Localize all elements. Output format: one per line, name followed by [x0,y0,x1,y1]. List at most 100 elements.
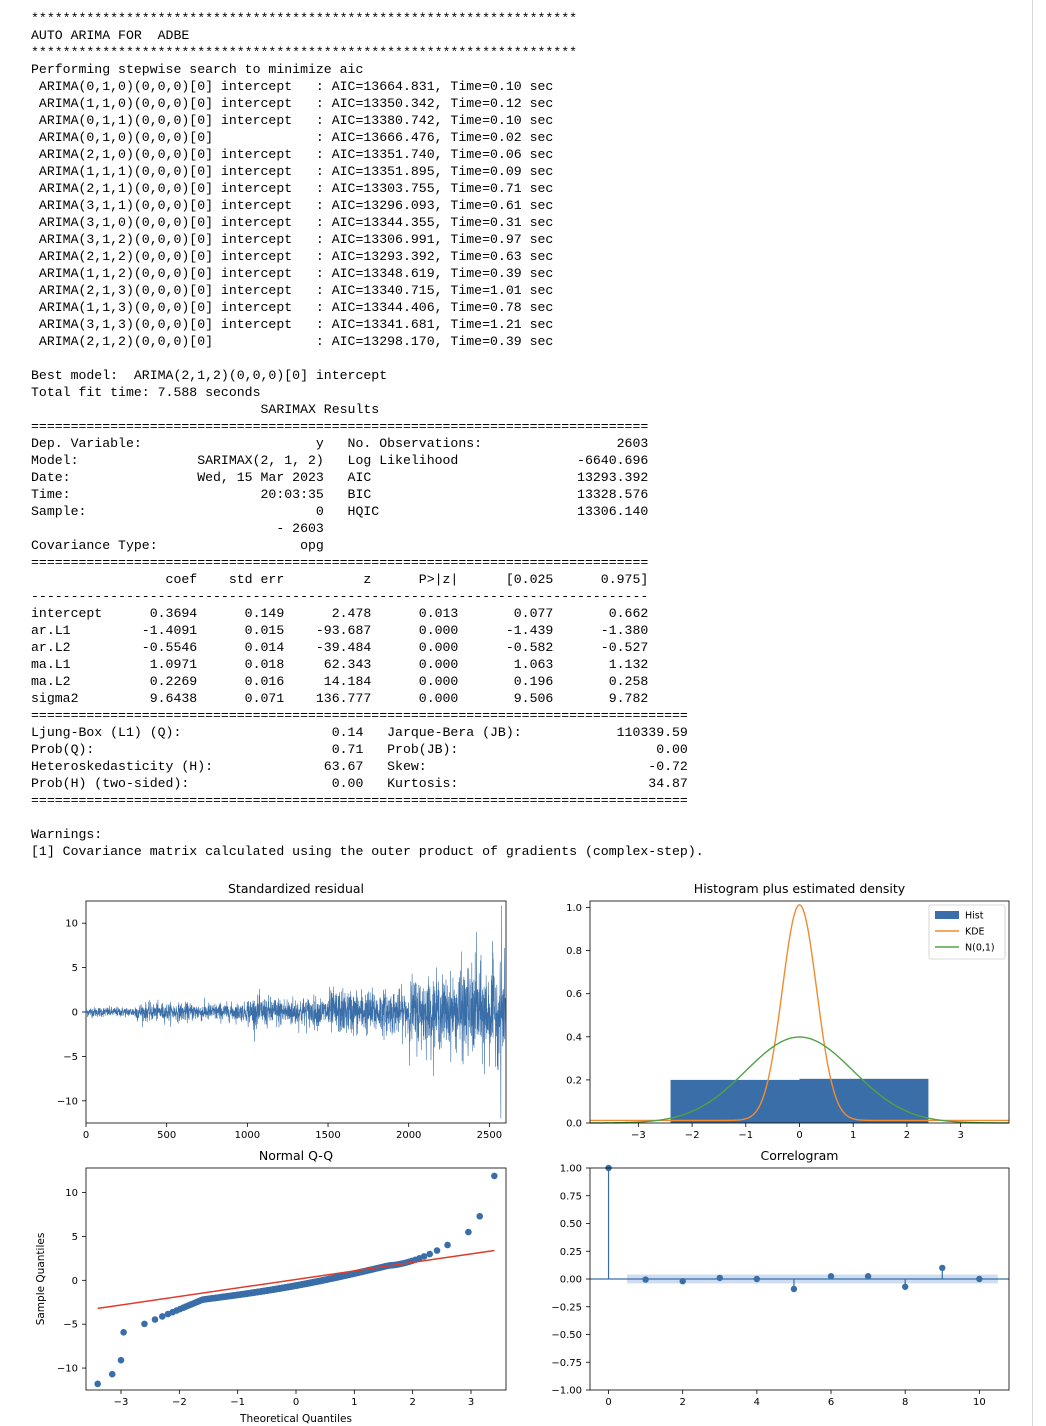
qq-point [323,1276,331,1283]
qq-point [250,1289,258,1296]
qq-point [412,1256,419,1264]
qq-point [324,1276,331,1283]
x-tick-label: 4 [754,1397,760,1408]
qq-point [292,1282,300,1289]
qq-point [266,1286,274,1294]
qq-point [426,1250,434,1258]
qq-point [288,1283,295,1290]
summary-line: Date: Wed, 15 Mar 2023 AIC 13293.392 [31,470,649,485]
acf-point [827,1273,835,1280]
qq-point [259,1287,267,1295]
qq-point [220,1293,228,1301]
qq-point [280,1284,288,1292]
acf-point [605,1164,612,1172]
stepwise-line: ARIMA(1,1,0)(0,0,0)[0] intercept : AIC=1… [31,96,554,111]
qq-point [319,1277,327,1284]
x-tick-label: −1 [230,1397,245,1408]
qq-point [203,1295,211,1303]
qq-point [356,1268,364,1276]
qq-point [289,1282,297,1290]
stepwise-line: ARIMA(2,1,2)(0,0,0)[0] intercept : AIC=1… [31,249,554,264]
qq-point [352,1270,359,1277]
qq-point [289,1282,296,1290]
qq-point [333,1274,341,1281]
qq-point [279,1284,287,1292]
histogram-bar [799,1078,929,1123]
qq-point [349,1270,357,1278]
qq-point [325,1275,333,1283]
qq-point [444,1241,451,1249]
qq-point [374,1264,382,1272]
y-tick-label: 5 [72,1232,78,1243]
scrollbar[interactable] [1032,0,1033,1426]
qq-point [141,1320,148,1328]
y-tick-label: 0 [72,1008,78,1019]
y-tick-label: −10 [57,1096,78,1107]
header-rule: ****************************************… [31,45,578,60]
x-tick-label: 0 [83,1130,89,1141]
qq-point [317,1277,325,1284]
qq-point [238,1291,246,1298]
qq-point [326,1275,334,1283]
x-tick-label: 0 [293,1397,299,1408]
stepwise-line: ARIMA(2,1,0)(0,0,0)[0] intercept : AIC=1… [31,147,554,162]
qq-point [233,1291,240,1299]
qq-point [281,1284,289,1291]
qq-point [369,1266,376,1273]
x-tick-label: 6 [828,1397,834,1408]
qq-point [305,1279,313,1287]
y-tick-label: 0.25 [560,1247,582,1258]
qq-point [241,1290,248,1298]
coef-header: coef std err z P>|z| [0.025 0.975] [31,572,649,587]
qq-point [291,1282,298,1290]
qq-point [376,1264,383,1272]
qq-point [491,1172,498,1180]
qq-point [302,1280,310,1288]
qq-point [389,1261,397,1269]
axes-frame [589,1167,1010,1391]
qq-point [266,1286,274,1294]
qq-point [304,1279,312,1287]
qq-point [299,1280,307,1288]
qq-point [348,1270,355,1278]
x-tick-label: −3 [114,1397,129,1408]
qq-point [286,1283,294,1290]
qq-point [227,1292,235,1300]
chart-title: Standardized residual [228,881,364,896]
qq-point [237,1291,245,1298]
qq-point [476,1212,484,1220]
qq-point [278,1284,285,1292]
acf-point [642,1276,649,1283]
x-tick-label: 0 [796,1130,802,1141]
qq-point [382,1262,390,1270]
qq-point [197,1297,205,1304]
acf-point [901,1283,909,1290]
qq-point [332,1274,340,1281]
qq-point [278,1284,286,1292]
qq-point [301,1280,308,1288]
qq-point [179,1304,187,1312]
rule-double-wide: ========================================… [31,708,688,723]
qq-point [237,1291,244,1298]
qq-point [258,1288,266,1295]
kde-line [590,904,1009,1122]
qq-point [332,1274,339,1281]
qq-point [239,1290,246,1298]
qq-point [243,1290,250,1297]
qq-point [301,1280,309,1288]
legend-label: Hist [965,911,984,922]
qq-point [269,1286,277,1293]
qq-point [206,1295,214,1302]
qq-point [275,1285,282,1292]
diagnostic-line: Heteroskedasticity (H): 63.67 Skew: -0.7… [31,759,688,774]
stepwise-line: ARIMA(1,1,1)(0,0,0)[0] intercept : AIC=1… [31,164,554,179]
coef-row: sigma2 9.6438 0.071 136.777 0.000 9.506 … [31,691,649,706]
qq-point [324,1276,332,1283]
qq-point [268,1286,276,1294]
qq-point [229,1292,237,1299]
qq-point [393,1261,400,1268]
qq-point [300,1280,308,1288]
qq-point [335,1273,343,1281]
qq-point [386,1262,393,1269]
qq-point [362,1267,369,1275]
